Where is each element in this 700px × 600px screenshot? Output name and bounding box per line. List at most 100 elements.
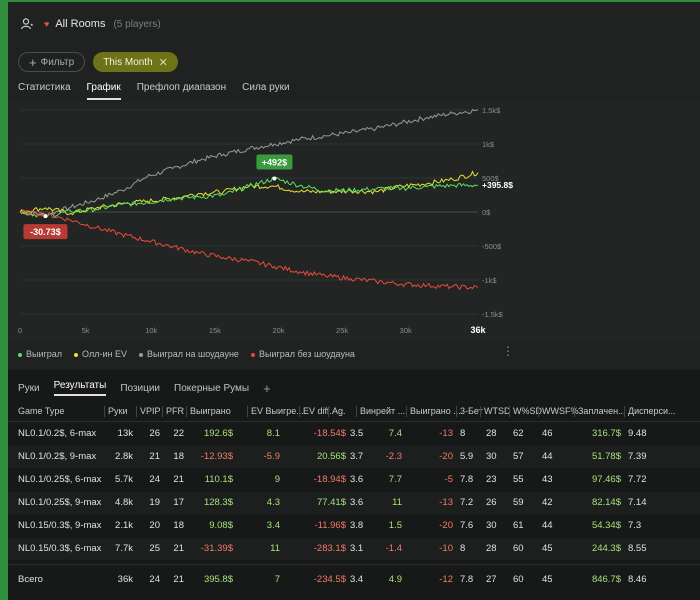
column-separator[interactable] — [356, 406, 357, 417]
table-cell: 57 — [513, 451, 524, 462]
column-header[interactable]: Ag. — [332, 406, 346, 416]
column-separator[interactable] — [624, 406, 625, 417]
column-header[interactable]: WWSF% — [542, 406, 579, 416]
table-cell: 43 — [542, 474, 553, 485]
table-cell: -5.9 — [263, 451, 280, 462]
column-separator[interactable] — [406, 406, 407, 417]
table-cell: 2.1k — [115, 520, 133, 531]
column-header[interactable]: EV Выигре... — [251, 406, 303, 416]
column-separator[interactable] — [574, 406, 575, 417]
column-separator[interactable] — [299, 406, 300, 417]
table-cell: 13k — [117, 428, 133, 439]
results-tabs: Руки Результаты Позиции Покерные Румы + — [18, 380, 271, 396]
column-separator[interactable] — [136, 406, 137, 417]
add-filter-label: Фильтр — [40, 56, 75, 68]
tab-hand-strength[interactable]: Сила руки — [242, 82, 290, 93]
y-tick-label: -500$ — [482, 242, 502, 251]
table-cell: NL0.1/0.2$, 6-max — [18, 428, 97, 439]
table-row[interactable]: NL0.15/0.3$, 6-max 7.7k 25 21 -31.39$ 11 -283.… — [8, 538, 700, 560]
column-separator[interactable] — [509, 406, 510, 417]
column-header[interactable]: Выиграно ... — [410, 406, 461, 416]
table-cell: 7.14 — [628, 497, 647, 508]
window-left-border — [0, 2, 8, 600]
column-separator[interactable] — [186, 406, 187, 417]
table-cell: NL0.15/0.3$, 6-max — [18, 543, 102, 554]
table-cell: 77.41$ — [316, 497, 346, 508]
this-month-filter-chip[interactable]: This Month ✕ — [93, 52, 178, 72]
legend-item-showdown[interactable]: Выиграл на шоудауне — [138, 349, 239, 359]
table-cell: 30 — [486, 451, 497, 462]
table-row[interactable]: NL0.1/0.25$, 6-max 5.7k 24 21 110.1$ 9 -18.94$… — [8, 469, 700, 491]
close-icon[interactable]: ✕ — [158, 56, 168, 69]
y-tick-label: 0$ — [482, 208, 491, 217]
column-separator[interactable] — [328, 406, 329, 417]
table-cell: 28 — [486, 428, 497, 439]
table-cell: 846.7$ — [591, 574, 621, 585]
column-separator[interactable] — [104, 406, 105, 417]
tab-poker-rooms[interactable]: Покерные Румы — [174, 382, 250, 394]
y-tick-label: 1k$ — [482, 140, 495, 149]
column-header[interactable]: Дисперси... — [628, 406, 676, 416]
tab-preflop-range[interactable]: Префлоп диапазон — [136, 82, 227, 93]
table-cell: 3.4 — [350, 574, 364, 585]
column-separator[interactable] — [480, 406, 481, 417]
table-cell: 17 — [173, 497, 184, 508]
column-separator[interactable] — [247, 406, 248, 417]
tab-graph[interactable]: График — [86, 82, 121, 100]
table-cell: -18.94$ — [313, 474, 346, 485]
column-separator[interactable] — [162, 406, 163, 417]
column-header[interactable]: Винрейт ... — [360, 406, 406, 416]
tab-positions[interactable]: Позиции — [120, 382, 161, 394]
table-cell: 9.48 — [628, 428, 647, 439]
table-cell: 24 — [149, 474, 160, 485]
legend-item-won[interactable]: Выиграл — [18, 349, 62, 359]
chart-svg: 1.5k$ 1k$ 500$ 0$ -500$ -1k$ -1.5k$ 0 5k 10k 15k 2… — [18, 106, 513, 335]
table-cell: -11.96$ — [314, 520, 346, 531]
table-cell: 3.6 — [350, 497, 364, 508]
legend-label: Выиграл без шоудауна — [258, 349, 355, 359]
add-filter-button[interactable]: + Фильтр — [18, 52, 86, 72]
column-header[interactable]: W%SD — [513, 406, 542, 416]
legend-item-allin-ev[interactable]: Олл-ин EV — [74, 349, 127, 359]
column-header[interactable]: PFR — [166, 406, 184, 416]
table-cell: 1.5 — [388, 520, 402, 531]
table-cell: 4.9 — [388, 574, 402, 585]
table-row[interactable]: NL0.15/0.3$, 9-max 2.1k 20 18 9.08$ 3.4 -11.96… — [8, 515, 700, 537]
room-selector[interactable]: ♥ All Rooms (5 players) — [8, 2, 700, 46]
table-cell: 23 — [486, 474, 497, 485]
total-row[interactable]: Всего 36k 24 21 395.8$ 7 -234.5$ 3.4 4.9 -12 7.8 27… — [8, 569, 700, 591]
table-cell: 7 — [274, 574, 280, 585]
table-row[interactable]: NL0.1/0.2$, 6-max 13k 26 22 192.6$ 8.1 -18.54$… — [8, 423, 700, 445]
column-header[interactable]: Game Type — [18, 406, 65, 416]
column-separator[interactable] — [538, 406, 539, 417]
column-separator[interactable] — [456, 406, 457, 417]
results-panel: Руки Результаты Позиции Покерные Румы + … — [8, 370, 700, 600]
add-tab-icon[interactable]: + — [263, 380, 271, 396]
y-tick-label: 1.5k$ — [482, 106, 501, 115]
series-line-0 — [19, 108, 478, 217]
column-header[interactable]: WTSD — [484, 406, 511, 416]
x-tick-label: 10k — [145, 326, 157, 335]
legend-item-non-showdown[interactable]: Выиграл без шоудауна — [250, 349, 355, 359]
table-cell: 46 — [542, 428, 553, 439]
column-header[interactable]: EV diff. — [303, 406, 332, 416]
table-row[interactable]: NL0.1/0.25$, 9-max 4.8k 19 17 128.3$ 4.3 77.41… — [8, 492, 700, 514]
column-header[interactable]: Руки — [108, 406, 128, 416]
favorite-icon[interactable]: ♥ — [44, 19, 50, 29]
table-cell: 7.7k — [115, 543, 133, 554]
tab-hands[interactable]: Руки — [18, 382, 40, 394]
more-options-icon[interactable]: ⋮ — [502, 344, 514, 358]
column-header[interactable]: Заплачен... — [578, 406, 626, 416]
legend-label: Олл-ин EV — [82, 349, 127, 359]
table-cell: -283.1$ — [313, 543, 346, 554]
column-header[interactable]: Выиграно — [190, 406, 231, 416]
column-header[interactable]: VPIP — [140, 406, 161, 416]
table-cell: -1.4 — [385, 543, 402, 554]
table-row[interactable]: NL0.1/0.2$, 9-max 2.8k 21 18 -12.93$ -5.9 20.5… — [8, 446, 700, 468]
tab-statistics[interactable]: Статистика — [18, 82, 71, 93]
tab-results[interactable]: Результаты — [53, 380, 107, 396]
column-header[interactable]: 3-Бет — [460, 406, 483, 416]
table-cell: 28 — [486, 543, 497, 554]
table-cell: -20 — [439, 520, 453, 531]
table-cell: 60 — [513, 543, 524, 554]
